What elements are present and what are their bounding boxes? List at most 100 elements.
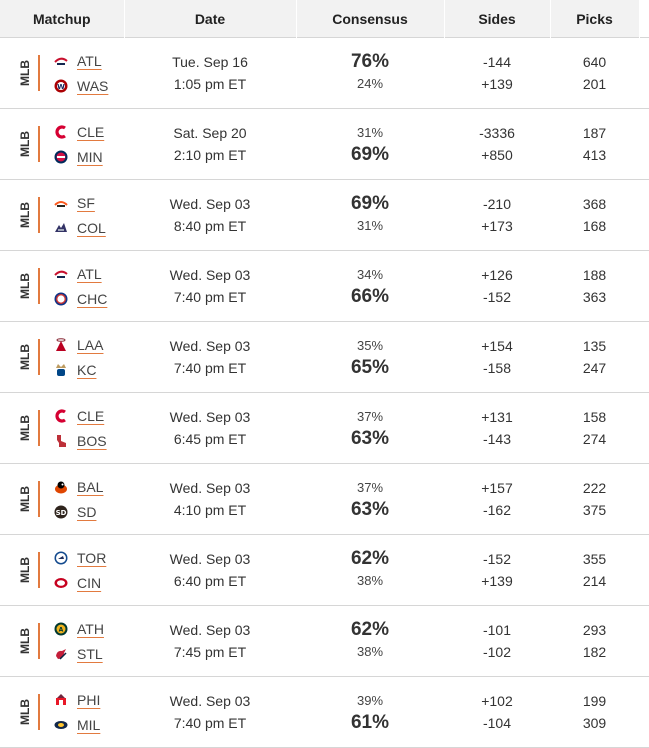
sides-stack: -210 +173 [444,194,550,236]
table-row[interactable]: MLB TOR CIN Wed. Sep 03 6:40 pm ET 62% 38% -152… [0,534,649,606]
picks-cell: 222 375 [550,463,639,535]
home-team-link[interactable]: BOS [77,432,107,449]
matchup-wrap: MLB PHI MIL [0,677,124,747]
away-team[interactable]: LAA [54,335,103,355]
away-team-link[interactable]: BAL [77,478,104,495]
home-team[interactable]: CHC [54,289,107,309]
date-stack: Wed. Sep 03 7:40 pm ET [124,691,296,733]
home-team-link[interactable]: SD [77,503,97,520]
table-row[interactable]: MLB CLE BOS Wed. Sep 03 6:45 pm ET 37% 63% +131… [0,392,649,464]
table-row[interactable]: MLB ATL W WAS Tue. Sep 16 1:05 pm ET 76% 24% -14… [0,37,649,109]
home-team[interactable]: BOS [54,431,107,451]
header-sides[interactable]: Sides [444,0,551,38]
home-team-link[interactable]: WAS [77,77,109,94]
bluejays-logo-icon [54,551,68,565]
away-consensus-pct: 35% [356,338,384,353]
table-row[interactable]: MLB CLE MIN Sat. Sep 20 2:10 pm ET 31% 69% -333… [0,108,649,180]
table-row[interactable]: MLB ATL CHC Wed. Sep 03 7:40 pm ET 34% 66% +126… [0,250,649,322]
home-team-link[interactable]: MIL [77,716,101,733]
game-time: 7:45 pm ET [173,644,247,660]
away-team-link[interactable]: ATL [77,52,102,69]
game-date: Wed. Sep 03 [169,693,251,709]
home-team[interactable]: STL [54,644,104,664]
game-time: 2:10 pm ET [173,147,247,163]
table-row[interactable]: MLB LAA KC Wed. Sep 03 7:40 pm ET 35% 65% +154-… [0,321,649,393]
date-cell: Wed. Sep 03 4:10 pm ET [124,463,296,535]
date-stack: Wed. Sep 03 4:10 pm ET [124,478,296,520]
header-matchup[interactable]: Matchup [0,0,125,38]
header-picks[interactable]: Picks [550,0,640,38]
home-team-link[interactable]: CIN [77,574,102,591]
matchup-wrap: MLB TOR CIN [0,535,124,605]
game-date: Tue. Sep 16 [172,54,248,70]
home-team[interactable]: CIN [54,573,106,593]
home-team[interactable]: W WAS [54,76,108,96]
consensus-cell: 37% 63% [296,392,444,464]
row-spacer [639,605,649,677]
away-team-link[interactable]: SF [77,194,95,211]
home-team[interactable]: COL [54,218,106,238]
table-row[interactable]: MLB SF COL Wed. Sep 03 8:40 pm ET 69% 31% -210 +… [0,179,649,251]
consensus-cell: 62% 38% [296,534,444,606]
header-date[interactable]: Date [124,0,297,38]
league-accent-bar [38,623,40,659]
table-row[interactable]: MLB A ATH STL Wed. Sep 03 7:45 pm ET 62% 38% -10… [0,605,649,677]
away-team-link[interactable]: LAA [77,336,104,353]
home-consensus-pct: 38% [356,644,384,659]
away-consensus-pct: 34% [356,267,384,282]
consensus-stack: 37% 63% [296,407,444,449]
row-spacer [639,463,649,535]
away-team[interactable]: A ATH [54,619,104,639]
sides-cell: +131 -143 [444,392,550,464]
away-team[interactable]: SF [54,193,106,213]
away-team[interactable]: TOR [54,548,106,568]
away-team-link[interactable]: ATL [77,265,102,282]
sides-stack: +154 -158 [444,336,550,378]
row-spacer [639,108,649,180]
game-time: 7:40 pm ET [173,715,247,731]
away-team-link[interactable]: TOR [77,549,107,566]
picks-cell: 187 413 [550,108,639,180]
picks-cell: 293 182 [550,605,639,677]
away-team[interactable]: CLE [54,406,107,426]
table-row[interactable]: MLB BAL SD SD Wed. Sep 03 4:10 pm ET 37% 63% +15… [0,463,649,535]
away-team[interactable]: ATL [54,51,108,71]
away-team-link[interactable]: PHI [77,691,101,708]
home-team-link[interactable]: CHC [77,290,108,307]
away-team[interactable]: ATL [54,264,107,284]
row-spacer [639,250,649,322]
home-team[interactable]: SD SD [54,502,103,522]
home-team-link[interactable]: STL [77,645,103,662]
home-team-link[interactable]: MIN [77,148,103,165]
away-consensus-pct: 62% [350,548,390,569]
away-consensus-pct: 69% [350,193,390,214]
away-team-link[interactable]: ATH [77,620,104,637]
away-team-link[interactable]: CLE [77,407,105,424]
home-team[interactable]: MIL [54,715,100,735]
home-team[interactable]: MIN [54,147,104,167]
date-stack: Sat. Sep 20 2:10 pm ET [124,123,296,165]
away-team[interactable]: BAL [54,477,103,497]
game-date: Wed. Sep 03 [169,551,251,567]
home-team-link[interactable]: KC [77,361,97,378]
away-team[interactable]: PHI [54,690,100,710]
game-date: Wed. Sep 03 [169,267,251,283]
home-consensus-pct: 63% [350,428,390,449]
svg-text:W: W [57,83,65,91]
away-side-odds: -152 [482,551,512,567]
date-cell: Tue. Sep 16 1:05 pm ET [124,37,296,109]
home-team[interactable]: KC [54,360,103,380]
row-spacer [639,179,649,251]
league-text: MLB [18,273,32,299]
home-team-link[interactable]: COL [77,219,106,236]
table-row[interactable]: MLB PHI MIL Wed. Sep 03 7:40 pm ET 39% 61% +102… [0,676,649,748]
home-side-odds: -152 [482,289,512,305]
game-time: 8:40 pm ET [173,218,247,234]
home-picks-count: 182 [582,644,607,660]
away-side-odds: -3336 [479,125,515,141]
away-team[interactable]: CLE [54,122,104,142]
away-team-link[interactable]: CLE [77,123,105,140]
header-consensus[interactable]: Consensus [296,0,445,38]
royals-logo-icon [54,363,68,377]
